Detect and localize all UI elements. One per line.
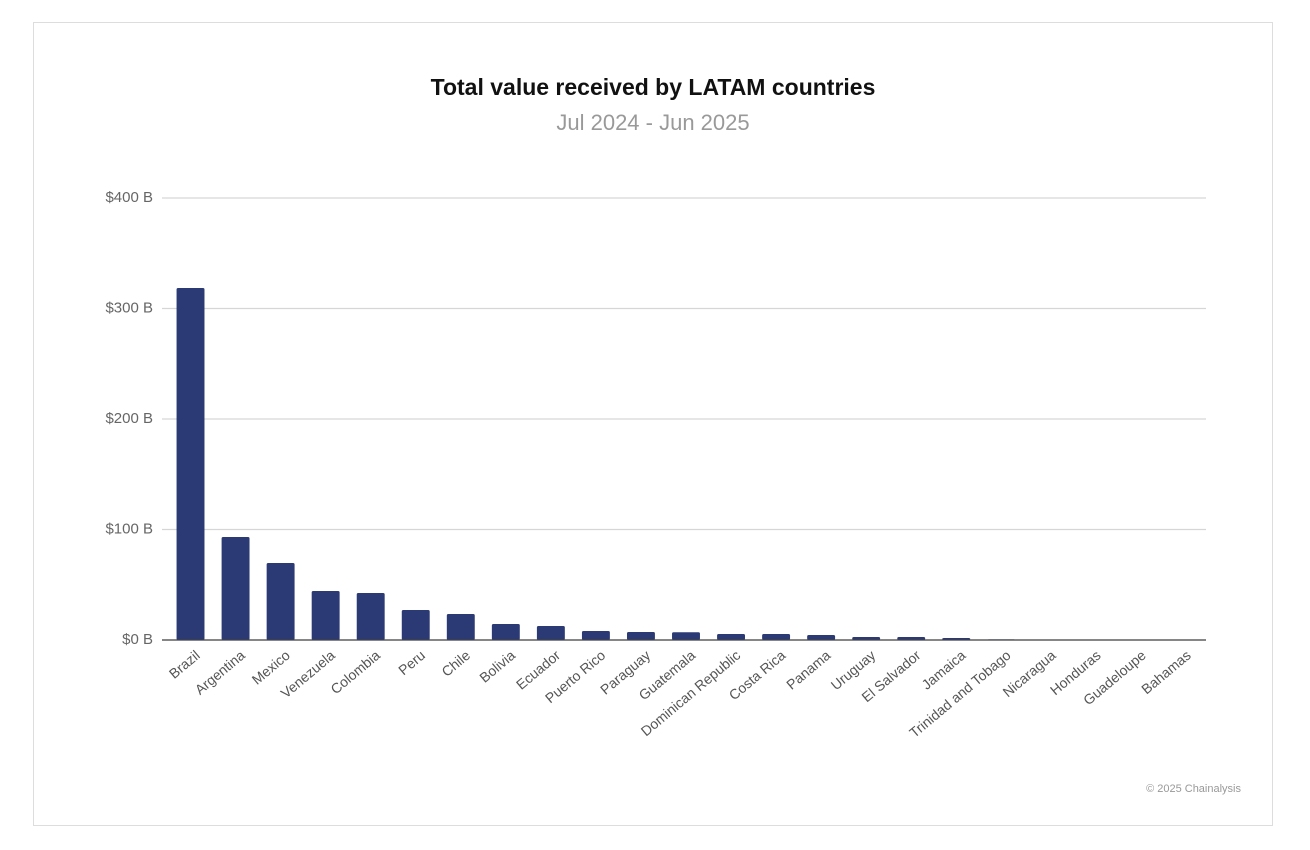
bar (762, 634, 791, 640)
y-tick-label: $400 B (105, 189, 153, 206)
bar (266, 562, 295, 640)
credit: © 2025 Chainalysis (1146, 783, 1241, 795)
bar (852, 637, 881, 640)
y-tick-label: $300 B (105, 299, 153, 316)
bar (356, 593, 385, 640)
chart-title: Total value received by LATAM countries (431, 74, 876, 100)
bar (401, 610, 430, 640)
y-tick-label: $0 B (122, 631, 153, 648)
bar (626, 632, 655, 640)
y-tick-label: $100 B (105, 520, 153, 537)
bar (672, 632, 700, 640)
bar (176, 287, 205, 640)
bar (536, 625, 565, 640)
chart-subtitle: Jul 2024 - Jun 2025 (556, 110, 749, 135)
bar (311, 591, 340, 640)
bar (897, 637, 926, 640)
bar (446, 614, 475, 640)
card (33, 22, 1273, 826)
bar (221, 537, 250, 640)
bar (581, 631, 610, 640)
bar (807, 635, 836, 640)
bar (717, 634, 746, 640)
bar (491, 623, 520, 640)
y-tick-label: $200 B (105, 410, 153, 427)
